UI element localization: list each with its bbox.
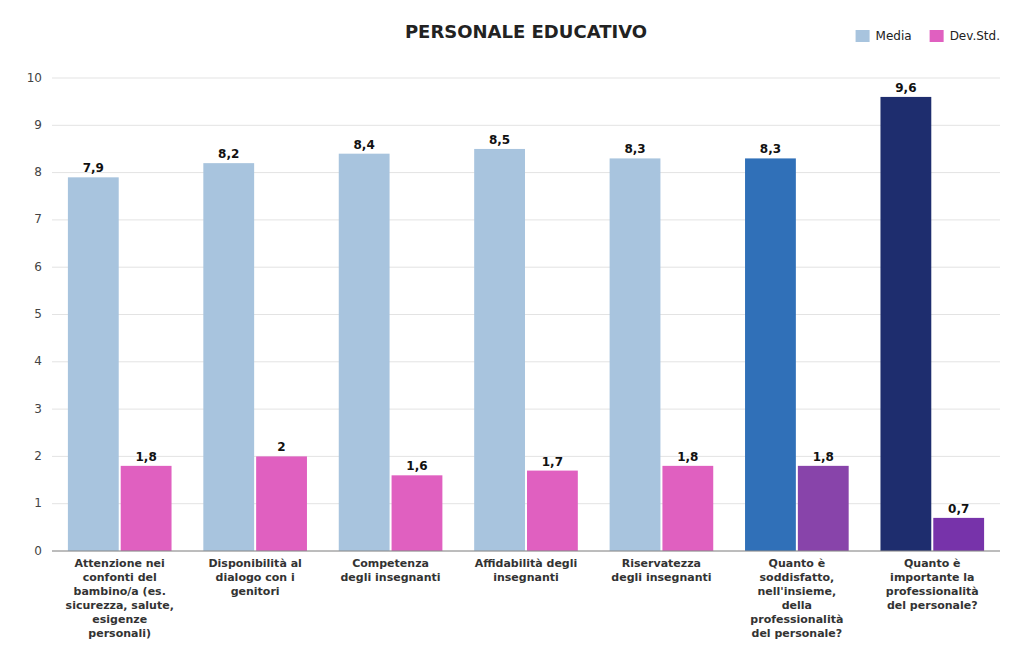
x-tick-label: Attenzione neiconfonti delbambino/a (es.… xyxy=(66,557,174,640)
legend-label: Dev.Std. xyxy=(950,29,1000,43)
y-tick-label: 9 xyxy=(34,118,42,132)
data-label: 7,9 xyxy=(83,161,104,175)
bar xyxy=(121,466,172,551)
x-axis-line xyxy=(52,551,1000,552)
y-tick-label: 6 xyxy=(34,260,42,274)
y-tick-label: 7 xyxy=(34,212,42,226)
grid-line xyxy=(52,78,1000,79)
bar xyxy=(662,466,713,551)
data-label: 0,7 xyxy=(948,502,969,516)
bar xyxy=(474,149,525,551)
bar xyxy=(933,518,984,551)
bar xyxy=(256,456,307,551)
x-axis: Attenzione neiconfonti delbambino/a (es.… xyxy=(66,557,979,640)
x-tick-label: Affidabilità degliinsegnanti xyxy=(475,557,578,584)
data-label: 1,8 xyxy=(677,450,698,464)
legend-item: Dev.Std. xyxy=(930,29,1000,43)
grid-line xyxy=(52,503,1000,504)
bar xyxy=(745,158,796,551)
grid-line xyxy=(52,172,1000,173)
legend-label: Media xyxy=(876,29,912,43)
grid-line xyxy=(52,219,1000,220)
grid-line xyxy=(52,456,1000,457)
legend-swatch xyxy=(856,30,870,42)
y-tick-label: 2 xyxy=(34,449,42,463)
data-label: 1,8 xyxy=(813,450,834,464)
grid-line xyxy=(52,267,1000,268)
title: PERSONALE EDUCATIVO xyxy=(405,21,647,42)
plot: 0 1 2 3 4 5 6 7 8 9 10 xyxy=(27,71,1000,558)
bars xyxy=(68,97,984,551)
bar xyxy=(880,97,931,551)
bar xyxy=(203,163,254,551)
y-axis: 0 1 2 3 4 5 6 7 8 9 10 xyxy=(27,71,42,558)
bar xyxy=(798,466,849,551)
data-label: 1,8 xyxy=(135,450,156,464)
bar xyxy=(610,158,661,551)
grid-line xyxy=(52,551,1000,552)
legend: Media Dev.Std. xyxy=(856,29,1000,43)
data-label: 8,5 xyxy=(489,133,510,147)
grid-line xyxy=(52,409,1000,410)
data-labels: 7,9 8,2 8,4 8,5 8,3 8,3 9,6 1,8 2 1,6 1,7 1,8 1,8 0,7 xyxy=(83,81,970,516)
bar xyxy=(392,475,443,551)
x-tick-label: Quanto èimportante laprofessionalitàdel … xyxy=(886,557,979,612)
data-label: 8,3 xyxy=(760,142,781,156)
bar xyxy=(68,177,119,551)
y-tick-label: 4 xyxy=(34,354,42,368)
y-grid xyxy=(52,78,1000,551)
y-tick-label: 10 xyxy=(27,71,42,85)
x-tick-label: Quanto èsoddisfatto,nell'insieme,dellapr… xyxy=(750,557,843,640)
data-label: 2 xyxy=(277,440,285,454)
x-tick-label: Disponibilità aldialogo con igenitori xyxy=(208,557,301,598)
data-label: 8,4 xyxy=(354,138,375,152)
grid-line xyxy=(52,314,1000,315)
y-tick-label: 5 xyxy=(34,307,42,321)
bar xyxy=(339,154,390,551)
data-label: 8,2 xyxy=(218,147,239,161)
y-tick-label: 3 xyxy=(34,402,42,416)
legend-item: Media xyxy=(856,29,912,43)
y-tick-label: 1 xyxy=(34,496,42,510)
legend-swatch xyxy=(930,30,944,42)
grid-line xyxy=(52,361,1000,362)
x-tick-label: Competenzadegli insegnanti xyxy=(340,557,440,584)
bar xyxy=(527,471,578,551)
data-label: 9,6 xyxy=(895,81,916,95)
chart-svg: 0 1 2 3 4 5 6 7 8 9 10 7,9 8,2 8,4 8,5 8,3 8,3 9,6 1,8 2 1,6… xyxy=(0,0,1024,669)
y-tick-label: 8 xyxy=(34,165,42,179)
data-label: 1,7 xyxy=(542,455,563,469)
y-tick-label: 0 xyxy=(34,544,42,558)
data-label: 8,3 xyxy=(624,142,645,156)
data-label: 1,6 xyxy=(406,459,427,473)
grid-line xyxy=(52,125,1000,126)
x-tick-label: Riservatezzadegli insegnanti xyxy=(611,557,711,584)
chart-container: 0 1 2 3 4 5 6 7 8 9 10 7,9 8,2 8,4 8,5 8,3 8,3 9,6 1,8 2 1,6… xyxy=(0,0,1024,669)
